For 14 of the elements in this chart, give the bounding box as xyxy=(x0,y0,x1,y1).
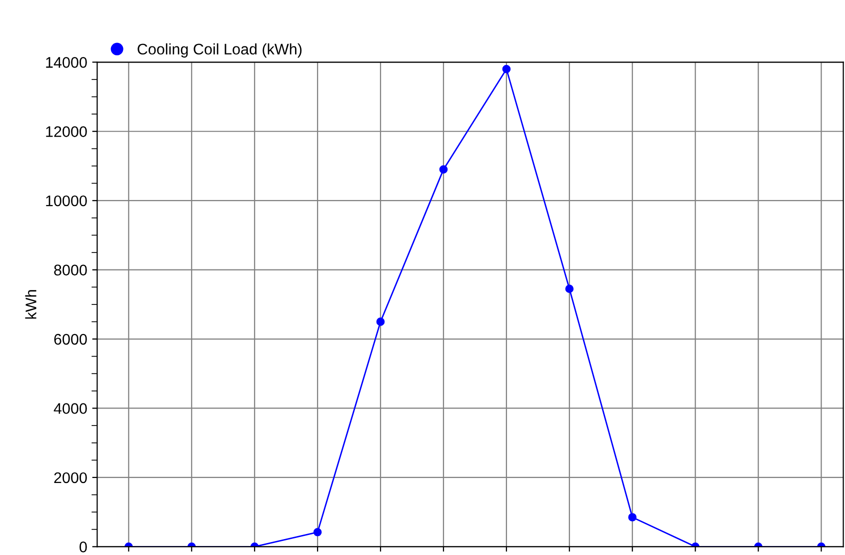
point xyxy=(376,318,385,326)
y-tick-label: 12000 xyxy=(46,126,87,138)
y-tick-label: 10000 xyxy=(46,195,87,206)
legend-label: Cooling Coil Load (kWh) xyxy=(138,43,302,58)
y-tick-label: 4000 xyxy=(54,403,87,414)
y-tick-label: 6000 xyxy=(54,334,87,345)
y-axis-title: kWh xyxy=(25,290,36,319)
y-tick-label: 2000 xyxy=(54,472,87,484)
y-tick-label: 8000 xyxy=(54,264,87,276)
point xyxy=(502,64,511,74)
y-tick-label: 0 xyxy=(80,542,87,552)
point xyxy=(565,284,574,294)
y-tick-label: 14000 xyxy=(46,57,87,68)
point xyxy=(439,165,448,174)
